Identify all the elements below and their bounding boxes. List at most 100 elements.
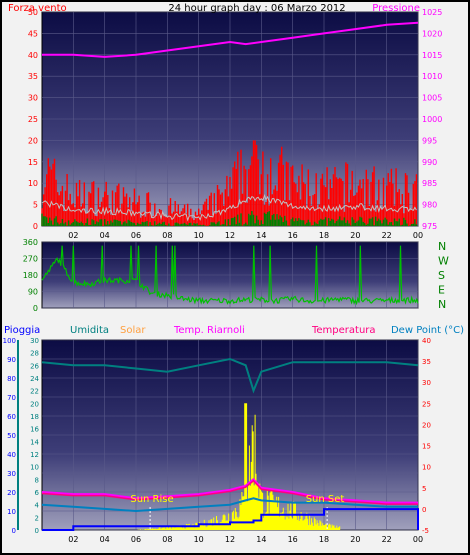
pressure-tick-label: 1000 bbox=[422, 115, 442, 124]
rain-tick-label: 70 bbox=[7, 394, 16, 402]
x-tick-label: 02 bbox=[68, 535, 78, 544]
x-tick-label: 20 bbox=[350, 535, 360, 544]
humidity-tick-label: 10 bbox=[30, 464, 39, 472]
humidity-tick-label: 12 bbox=[30, 451, 39, 459]
x-tick-label: 00 bbox=[413, 535, 423, 544]
x-tick-label: 06 bbox=[131, 535, 141, 544]
x-tick-label: 12 bbox=[225, 535, 235, 544]
wind-tick-label: 20 bbox=[28, 136, 38, 145]
temperature-tick-label: 20 bbox=[422, 421, 431, 429]
legend-temperature: Temperatura bbox=[311, 325, 376, 336]
pressure-tick-label: 975 bbox=[422, 222, 437, 231]
humidity-tick-label: 6 bbox=[35, 489, 40, 497]
pressure-tick-label: 980 bbox=[422, 201, 437, 210]
x-tick-label: 06 bbox=[131, 231, 141, 240]
chart-title: 24 hour graph day : 06 Marzo 2012 bbox=[168, 3, 345, 14]
legend-dewpoint: Dew Point (°C) bbox=[391, 325, 464, 336]
rain-tick-label: 10 bbox=[7, 508, 16, 516]
wind-tick-label: 0 bbox=[33, 222, 38, 231]
humidity-tick-label: 14 bbox=[30, 438, 39, 446]
rain-tick-label: 40 bbox=[7, 451, 16, 459]
rain-tick-label: 90 bbox=[7, 356, 16, 364]
humidity-tick-label: 4 bbox=[35, 502, 40, 510]
temperature-tick-label: 15 bbox=[422, 443, 431, 451]
x-tick-label: 10 bbox=[194, 231, 204, 240]
x-tick-label: 02 bbox=[68, 231, 78, 240]
x-tick-label: 22 bbox=[382, 231, 392, 240]
wind-direction-line bbox=[41, 245, 419, 306]
x-tick-label: 18 bbox=[319, 231, 329, 240]
compass-label: N bbox=[438, 240, 446, 253]
direction-tick-label: 270 bbox=[23, 255, 38, 264]
pressure-line bbox=[42, 21, 419, 58]
direction-tick-label: 0 bbox=[33, 304, 38, 313]
wind-tick-label: 10 bbox=[28, 179, 38, 188]
x-tick-label: 18 bbox=[319, 535, 329, 544]
x-tick-label: 04 bbox=[100, 231, 110, 240]
wind-tick-label: 45 bbox=[28, 29, 38, 38]
temperature-tick-label: 40 bbox=[422, 337, 431, 345]
compass-label: S bbox=[438, 269, 445, 282]
wind-tick-label: 50 bbox=[28, 8, 38, 17]
rain-tick-label: 0 bbox=[12, 527, 16, 535]
humidity-tick-label: 30 bbox=[30, 337, 39, 345]
x-tick-label: 16 bbox=[288, 231, 298, 240]
humidity-tick-label: 0 bbox=[35, 527, 39, 535]
humidity-tick-label: 28 bbox=[30, 350, 39, 358]
legend-heat-index: Temp. Riarnoli bbox=[173, 325, 245, 336]
humidity-tick-label: 2 bbox=[35, 514, 39, 522]
humidity-tick-label: 26 bbox=[30, 362, 39, 370]
humidity-tick-label: 8 bbox=[35, 476, 39, 484]
pressure-axis-label: Pressione bbox=[372, 3, 420, 14]
pressure-tick-label: 985 bbox=[422, 179, 437, 188]
x-tick-label: 22 bbox=[382, 535, 392, 544]
wind-tick-label: 25 bbox=[28, 115, 38, 124]
wind-tick-label: 40 bbox=[28, 51, 38, 60]
pressure-tick-label: 1025 bbox=[422, 8, 442, 17]
x-tick-label: 12 bbox=[225, 231, 235, 240]
temperature-tick-label: 25 bbox=[422, 400, 431, 408]
sun-set-label: Sun Set bbox=[306, 494, 345, 505]
x-tick-label: 16 bbox=[288, 535, 298, 544]
heat-index-line bbox=[41, 477, 418, 504]
temperature-tick-label: 30 bbox=[422, 379, 431, 387]
humidity-line bbox=[41, 357, 419, 394]
direction-tick-label: 360 bbox=[23, 238, 38, 247]
legend-rain: Pioggia bbox=[4, 325, 40, 336]
x-tick-label: 08 bbox=[162, 535, 172, 544]
wind-tick-label: 30 bbox=[28, 94, 38, 103]
x-tick-label: 04 bbox=[100, 535, 110, 544]
temperature-tick-label: -5 bbox=[422, 527, 429, 535]
rain-line bbox=[42, 508, 419, 531]
humidity-tick-label: 18 bbox=[30, 413, 39, 421]
wind-tick-label: 35 bbox=[28, 72, 38, 81]
humidity-tick-label: 20 bbox=[30, 400, 39, 408]
sun-rise-label: Sun Rise bbox=[130, 494, 173, 505]
legend-humidity: Umidita bbox=[70, 325, 109, 336]
rain-tick-label: 100 bbox=[3, 337, 16, 345]
x-tick-label: 20 bbox=[350, 231, 360, 240]
temperature-tick-label: 5 bbox=[422, 485, 426, 493]
x-tick-label: 08 bbox=[162, 231, 172, 240]
temperature-tick-label: 0 bbox=[422, 506, 426, 514]
rain-tick-label: 50 bbox=[7, 432, 16, 440]
wind-axis-label: Forza vento bbox=[8, 3, 67, 14]
pressure-tick-label: 1020 bbox=[422, 29, 442, 38]
pressure-tick-label: 995 bbox=[422, 136, 437, 145]
temperature-tick-label: 10 bbox=[422, 464, 431, 472]
wind-tick-label: 5 bbox=[33, 201, 38, 210]
rain-tick-label: 20 bbox=[7, 489, 16, 497]
direction-tick-label: 90 bbox=[28, 288, 38, 297]
x-tick-label: 14 bbox=[256, 231, 266, 240]
compass-label: W bbox=[438, 255, 449, 268]
temperature-line bbox=[41, 479, 418, 505]
x-tick-label: 10 bbox=[194, 535, 204, 544]
wind-speed-line bbox=[41, 194, 417, 222]
direction-tick-label: 180 bbox=[23, 271, 38, 280]
rain-tick-label: 30 bbox=[7, 470, 16, 478]
wind-tick-label: 15 bbox=[28, 158, 38, 167]
x-tick-label: 14 bbox=[256, 535, 266, 544]
wind-average-bars bbox=[41, 211, 418, 226]
